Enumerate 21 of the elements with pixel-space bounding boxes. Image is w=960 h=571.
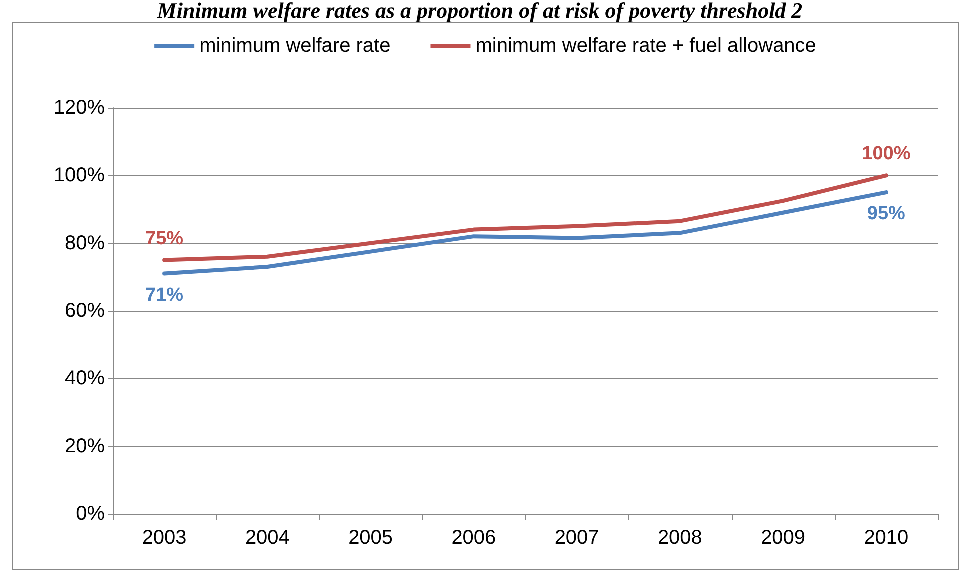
y-tick-label: 80% <box>64 232 106 254</box>
x-tick-label: 2004 <box>245 527 290 549</box>
x-tick-label: 2007 <box>554 527 600 549</box>
y-tick-label: 100% <box>54 164 106 187</box>
legend-label: minimum welfare rate + fuel allowance <box>476 35 816 57</box>
legend-label: minimum welfare rate <box>200 35 391 57</box>
y-tick-label: 0% <box>76 503 106 525</box>
y-tick-label: 60% <box>64 300 106 322</box>
x-tick-label: 2003 <box>142 527 187 549</box>
x-tick-label: 2009 <box>761 527 806 549</box>
x-tick-label: 2010 <box>864 527 909 549</box>
x-tick-label: 2006 <box>452 527 496 549</box>
chart-title: Minimum welfare rates as a proportion of at risk of poverty threshold 2 <box>156 0 804 23</box>
data-label: 71% <box>146 284 184 306</box>
data-label: 100% <box>862 144 911 165</box>
y-tick-label: 40% <box>64 368 106 390</box>
y-tick-label: 20% <box>64 435 106 458</box>
x-tick-label: 2008 <box>658 527 702 549</box>
data-label: 95% <box>867 204 906 225</box>
y-tick-label: 120% <box>54 97 106 119</box>
x-tick-label: 2005 <box>348 527 394 549</box>
